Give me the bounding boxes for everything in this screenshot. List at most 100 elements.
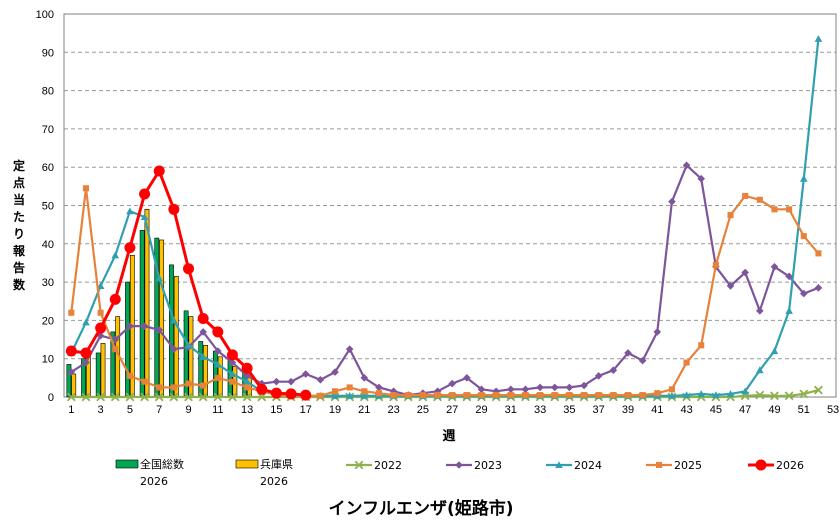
legend-label-year: 2026 [260, 475, 288, 488]
point-2024 [785, 307, 793, 314]
point-2025 [244, 384, 251, 391]
point-2024 [814, 35, 823, 42]
bar-national [139, 230, 145, 398]
x-tick-label: 29 [475, 404, 487, 416]
point-2023 [287, 377, 295, 386]
legend-label: 2026 [776, 459, 804, 472]
point-2024 [682, 391, 691, 399]
point-2023 [170, 345, 178, 353]
point-2026 [168, 203, 180, 215]
point-2024 [170, 316, 178, 324]
legend-label: 2025 [674, 459, 702, 472]
point-2026 [212, 326, 224, 338]
point-2026 [183, 263, 195, 275]
point-2023 [331, 368, 339, 376]
point-2025 [771, 206, 778, 213]
point-2023 [668, 197, 676, 206]
line-series [65, 35, 823, 402]
y-tick-label: 80 [42, 86, 54, 98]
point-2025 [712, 261, 719, 268]
point-2024 [243, 377, 251, 385]
y-axis-label-char: り [13, 227, 25, 241]
legend-swatch [115, 459, 139, 469]
point-2026 [80, 347, 92, 359]
point-2025 [82, 185, 90, 192]
y-axis: 0 10 20 30 40 50 60 70 80 90 100 [36, 9, 54, 404]
point-2024 [140, 213, 149, 221]
point-2024 [697, 390, 706, 397]
point-2023 [506, 385, 515, 394]
point-2025 [214, 374, 221, 381]
x-tick-label: 47 [739, 404, 751, 416]
point-2025 [434, 392, 441, 399]
point-2025 [463, 392, 470, 399]
series-2026 [65, 165, 312, 401]
x-tick-label: 5 [127, 404, 133, 416]
point-2025 [346, 384, 353, 391]
point-2024 [111, 251, 120, 259]
legend: 全国総数 2026 兵庫県 2026 2022 2023 2024 2025 2026 [115, 457, 804, 488]
legend-label: 全国総数 [140, 457, 184, 471]
point-2022 [770, 391, 779, 401]
point-2023 [682, 161, 691, 170]
x-tick-label: 11 [212, 404, 223, 416]
y-axis-label-char: 点 [13, 175, 25, 190]
x-tick-label: 53 [827, 404, 839, 416]
point-2026 [124, 242, 136, 254]
point-2023 [199, 328, 207, 336]
y-tick-label: 40 [42, 239, 54, 251]
point-2025 [390, 392, 397, 399]
point-2025 [229, 378, 236, 385]
point-2024 [345, 392, 354, 399]
point-2023 [741, 268, 749, 277]
x-tick-label: 19 [329, 404, 341, 416]
point-2023 [360, 374, 369, 382]
point-2026 [109, 293, 121, 305]
point-2023 [638, 356, 647, 365]
point-2024 [741, 387, 749, 395]
point-2024 [96, 282, 105, 289]
line-2024 [70, 38, 820, 397]
point-2025 [654, 390, 661, 397]
point-2023 [594, 372, 603, 380]
y-tick-label: 0 [48, 392, 54, 404]
point-2026 [285, 388, 297, 400]
point-2026 [65, 345, 77, 357]
x-tick-label: 21 [358, 404, 370, 416]
x-tick-label: 43 [680, 404, 692, 416]
point-2022 [784, 391, 794, 401]
point-2022 [110, 392, 120, 402]
legend-marker [354, 460, 364, 470]
point-2025 [97, 309, 104, 316]
point-2023 [228, 358, 237, 367]
point-2026 [270, 387, 282, 399]
point-2025 [668, 386, 675, 393]
point-2025 [507, 392, 514, 399]
x-axis-label: 週 [442, 429, 455, 444]
point-2025 [698, 342, 705, 349]
point-2025 [610, 392, 617, 399]
point-2025 [68, 309, 75, 316]
point-2025 [112, 346, 119, 353]
point-2023 [726, 282, 735, 290]
point-2023 [67, 368, 76, 376]
point-2026 [256, 383, 268, 395]
point-2023 [375, 383, 383, 392]
x-tick-label: 41 [651, 404, 663, 416]
x-tick-label: 17 [300, 404, 312, 416]
legend-swatch [235, 459, 259, 469]
point-2024 [756, 366, 764, 374]
point-2025 [478, 392, 485, 399]
point-2022 [198, 392, 208, 402]
bar-hyogo [173, 276, 179, 398]
x-tick-label: 15 [270, 404, 282, 416]
point-2022 [242, 392, 252, 402]
point-2025 [756, 196, 763, 203]
gridlines [64, 51, 836, 360]
y-axis-label-char: 数 [13, 277, 26, 292]
point-2025 [683, 359, 690, 366]
point-2024 [360, 392, 369, 399]
bar-national [125, 281, 130, 398]
y-tick-label: 50 [42, 201, 54, 213]
